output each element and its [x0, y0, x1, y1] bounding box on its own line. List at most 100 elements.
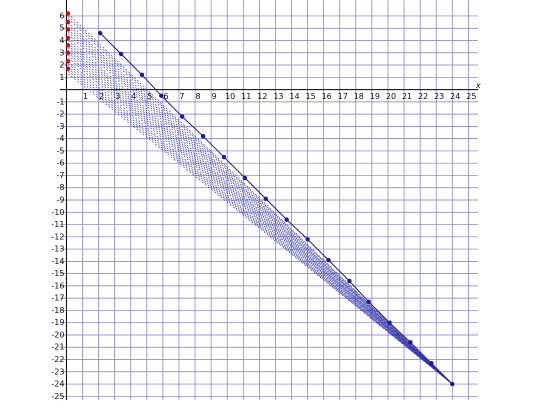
y-tick-label: 2	[59, 61, 64, 70]
y-tick-label: -14	[51, 257, 64, 266]
point	[139, 72, 145, 78]
y-tick-label: -17	[51, 294, 64, 303]
point	[65, 50, 71, 55]
y-tick-label: -18	[51, 306, 64, 315]
x-tick-label: 1	[83, 92, 88, 101]
y-tick-label: -10	[51, 208, 64, 217]
point	[65, 19, 71, 25]
point	[65, 27, 71, 32]
x-tick-label: 18	[354, 92, 364, 101]
x-tick-label: 12	[257, 92, 267, 101]
construction-line	[67, 40, 453, 385]
y-tick-label: -11	[51, 220, 64, 229]
x-tick-label: 25	[466, 92, 476, 101]
y-tick-label: -6	[56, 159, 64, 168]
y-tick-label: -7	[56, 171, 64, 180]
x-tick-label: 21	[402, 92, 412, 101]
series-line	[99, 32, 453, 385]
point	[408, 340, 413, 345]
x-tick-label: 7	[179, 92, 184, 101]
y-tick-label: -21	[51, 343, 64, 352]
construction-line	[67, 42, 453, 385]
point	[347, 278, 352, 284]
y-tick-label: -24	[51, 380, 64, 389]
y-tick-label: -1	[56, 97, 64, 106]
x-tick-label: 8	[195, 92, 200, 101]
y-tick-label: -15	[51, 269, 64, 278]
y-tick-label: -5	[56, 146, 64, 155]
construction-line	[67, 57, 453, 385]
x-tick-label: 14	[289, 92, 299, 101]
x-tick-label: 10	[225, 92, 235, 101]
y-tick-label: 6	[59, 11, 64, 20]
y-tick-label: -19	[51, 318, 64, 327]
point	[366, 299, 371, 305]
x-tick-label: 9	[212, 92, 217, 101]
x-tick-label: 19	[370, 92, 380, 101]
y-tick-label: -16	[51, 281, 64, 290]
point	[284, 217, 289, 222]
point	[242, 175, 248, 181]
construction-line	[67, 26, 453, 385]
construction-line	[67, 70, 453, 385]
y-tick-label: -25	[51, 392, 64, 401]
x-tick-label: 17	[338, 92, 348, 101]
point	[450, 381, 455, 387]
x-axis-label: x	[475, 81, 481, 90]
y-tick-label: -8	[56, 183, 64, 192]
construction-line	[67, 50, 453, 385]
y-tick-label: -2	[56, 110, 64, 119]
construction-line	[67, 68, 453, 385]
y-tick-label: -9	[56, 196, 64, 205]
point	[97, 30, 103, 36]
y-tick-label: 4	[59, 36, 64, 45]
point	[65, 11, 71, 16]
point	[326, 257, 331, 263]
x-tick-label: 3	[115, 92, 120, 101]
y-tick-label: -3	[56, 122, 64, 131]
y-tick-label: -4	[56, 134, 64, 143]
point	[429, 360, 434, 366]
x-tick-label: 13	[273, 92, 283, 101]
construction-line	[67, 47, 453, 385]
point	[179, 114, 185, 119]
y-tick-label: 1	[59, 73, 64, 82]
y-tick-label: 5	[59, 24, 64, 33]
point	[65, 35, 71, 41]
point	[118, 51, 124, 57]
construction-line	[67, 52, 453, 385]
construction-line	[67, 34, 453, 385]
point	[387, 320, 392, 325]
y-tick-label: -12	[51, 232, 64, 241]
point	[200, 133, 206, 139]
y-tick-label: -13	[51, 245, 64, 254]
point	[65, 59, 71, 64]
x-tick-label: 11	[241, 92, 251, 101]
y-tick-label: 3	[59, 48, 64, 57]
y-tick-label: -22	[51, 355, 64, 364]
x-tick-label: 20	[386, 92, 396, 101]
y-tick-label: -23	[51, 367, 64, 376]
x-tick-label: 6	[163, 92, 168, 101]
x-tick-label: 22	[418, 92, 428, 101]
x-tick-label: 23	[434, 92, 444, 101]
construction-line	[67, 29, 453, 385]
construction-line	[67, 66, 453, 385]
point	[221, 154, 227, 160]
point	[305, 237, 310, 242]
x-tick-label: 4	[131, 92, 136, 101]
construction-line	[67, 31, 453, 385]
construction-line	[67, 15, 453, 385]
construction-line	[67, 45, 453, 385]
construction-line	[67, 55, 453, 385]
x-tick-label: 2	[99, 92, 104, 101]
y-tick-label: -20	[51, 330, 64, 339]
construction-line	[67, 63, 453, 385]
point	[263, 196, 268, 201]
point	[65, 66, 71, 71]
x-tick-label: 15	[305, 92, 315, 101]
x-tick-label: 16	[322, 92, 332, 101]
point	[65, 43, 71, 48]
point	[159, 93, 164, 98]
